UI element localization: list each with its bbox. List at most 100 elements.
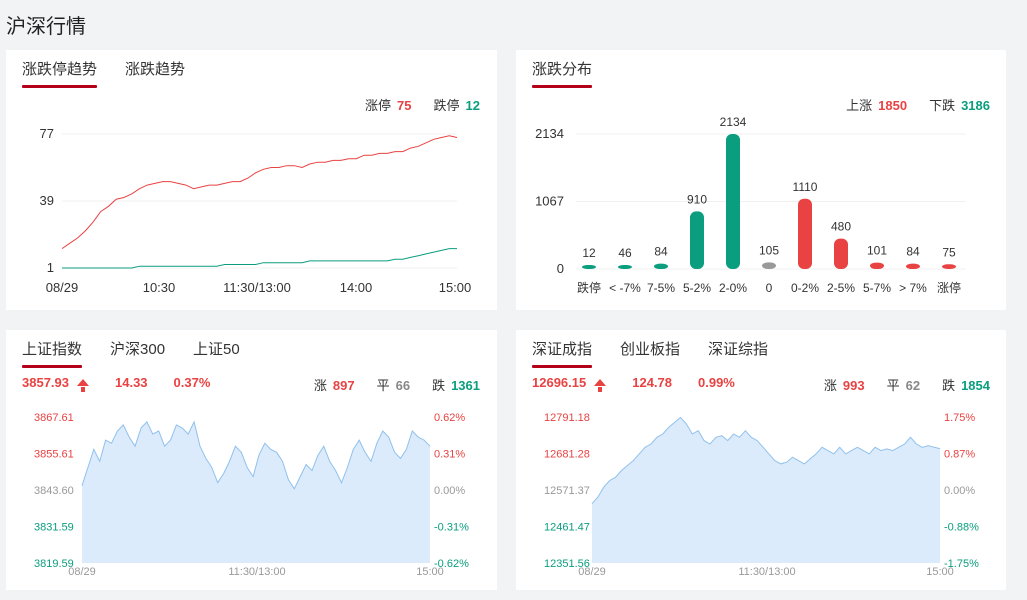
tab-sse50[interactable]: 上证50 bbox=[193, 341, 240, 358]
price-line bbox=[81, 420, 431, 490]
tab-rise-fall-trend[interactable]: 涨跌趋势 bbox=[125, 61, 186, 78]
up-count-value: 1850 bbox=[878, 98, 908, 113]
tab-chinext[interactable]: 创业板指 bbox=[620, 341, 681, 358]
sz-rise-label: 涨 bbox=[823, 378, 837, 393]
y-tick-label: 1067 bbox=[535, 194, 564, 209]
limit-up-value: 75 bbox=[397, 98, 412, 113]
sh-quote: 3857.93 14.33 0.37% bbox=[22, 375, 210, 392]
x-tick-label: 14:00 bbox=[340, 280, 373, 295]
sz-quote: 12696.15 124.78 0.99% bbox=[532, 375, 735, 392]
x-tick-label: 2-5% bbox=[827, 281, 855, 295]
y-tick-label: 3819.59 bbox=[34, 558, 74, 570]
x-tick-label: 08/29 bbox=[578, 566, 606, 578]
sz-fall-label: 跌 bbox=[942, 378, 956, 393]
distribution-panel: 涨跌分布 上涨 1850 下跌 3186 0 1067 2134 12 跌停 46 < -7… bbox=[516, 50, 1006, 310]
sz-flat-label: 平 bbox=[886, 378, 900, 393]
x-tick-label: 11:30/13:00 bbox=[228, 566, 285, 578]
x-tick-label: 15:00 bbox=[926, 566, 954, 578]
x-tick-label: > 7% bbox=[899, 281, 927, 295]
sz-fall-value: 1854 bbox=[961, 378, 990, 393]
sz-breadth: 涨 993 平 62 跌 1854 bbox=[824, 375, 990, 394]
down-count-label: 下跌 bbox=[929, 98, 956, 113]
tab-limit-trend[interactable]: 涨跌停趋势 bbox=[22, 58, 98, 88]
pct-tick-label: -0.88% bbox=[944, 522, 979, 534]
bar-value-label: 75 bbox=[942, 245, 956, 259]
y-tick-label: 39 bbox=[40, 193, 54, 208]
pct-tick-label: 0.00% bbox=[434, 485, 465, 497]
limit-down-series-line bbox=[62, 248, 457, 269]
bar-value-label: 910 bbox=[687, 192, 707, 206]
distribution-bar bbox=[906, 263, 920, 269]
bar-value-label: 84 bbox=[906, 245, 920, 259]
x-tick-label: 0-2% bbox=[791, 281, 819, 295]
tab-sz-component[interactable]: 深证成指 bbox=[532, 338, 593, 368]
distribution-tabs: 涨跌分布 bbox=[532, 58, 593, 88]
x-tick-label: < -7% bbox=[609, 281, 641, 295]
sh-change: 14.33 bbox=[115, 375, 148, 390]
distribution-bar bbox=[690, 211, 704, 269]
tab-sz-composite[interactable]: 深证综指 bbox=[708, 341, 769, 358]
sh-breadth: 涨 897 平 66 跌 1361 bbox=[314, 375, 480, 394]
limit-down-value: 12 bbox=[465, 98, 480, 113]
bar-value-label: 101 bbox=[867, 244, 887, 258]
price-line bbox=[591, 416, 941, 505]
y-tick-label: 3843.60 bbox=[34, 485, 74, 497]
tab-distribution[interactable]: 涨跌分布 bbox=[532, 58, 593, 88]
sz-rise-value: 993 bbox=[842, 378, 865, 393]
sz-change-pct: 0.99% bbox=[698, 375, 735, 390]
pct-tick-label: 0.87% bbox=[944, 449, 975, 461]
x-tick-label: 08/29 bbox=[46, 280, 79, 295]
sz-index-panel: 深证成指 创业板指 深证综指 12696.15 124.78 0.99% 涨 9… bbox=[516, 330, 1006, 590]
up-count-label: 上涨 bbox=[846, 98, 873, 113]
distribution-bar bbox=[834, 238, 848, 269]
tab-sh-composite[interactable]: 上证指数 bbox=[22, 338, 83, 368]
distribution-bar bbox=[618, 265, 632, 269]
down-count-value: 3186 bbox=[961, 98, 990, 113]
sh-index-tabs: 上证指数 沪深300 上证50 bbox=[22, 338, 240, 368]
bar-value-label: 46 bbox=[618, 246, 632, 260]
sz-price: 12696.15 bbox=[532, 375, 587, 390]
tab-csi300[interactable]: 沪深300 bbox=[110, 341, 166, 358]
distribution-bar bbox=[726, 134, 740, 269]
y-tick-label: 12791.18 bbox=[544, 412, 590, 424]
pct-tick-label: -0.31% bbox=[434, 522, 469, 534]
x-tick-label: 7-5% bbox=[647, 281, 675, 295]
y-tick-label: 2134 bbox=[535, 126, 564, 141]
limit-trend-tabs: 涨跌停趋势 涨跌趋势 bbox=[22, 58, 186, 88]
sz-change: 124.78 bbox=[632, 375, 672, 390]
sh-change-pct: 0.37% bbox=[173, 375, 211, 390]
x-tick-label: 11:30/13:00 bbox=[223, 280, 291, 295]
price-area bbox=[82, 421, 430, 563]
arrow-up-icon bbox=[77, 379, 89, 392]
pct-tick-label: -1.75% bbox=[944, 558, 979, 570]
sh-rise-label: 涨 bbox=[313, 378, 327, 393]
x-tick-label: 跌停 bbox=[577, 280, 601, 295]
x-tick-label: 2-0% bbox=[719, 281, 747, 295]
distribution-bar bbox=[798, 198, 812, 269]
y-tick-label: 0 bbox=[557, 261, 564, 276]
limit-down-label: 跌停 bbox=[433, 98, 460, 113]
bar-value-label: 12 bbox=[582, 246, 596, 260]
y-tick-label: 12571.37 bbox=[544, 485, 590, 497]
bar-value-label: 1110 bbox=[793, 180, 818, 194]
sh-index-chart: 3867.61 0.62% 3855.61 0.31% 3843.60 0.00% 3831… bbox=[34, 412, 469, 578]
y-tick-label: 3867.61 bbox=[34, 412, 74, 424]
sh-fall-label: 跌 bbox=[432, 378, 446, 393]
distribution-chart: 0 1067 2134 12 跌停 46 < -7% 84 7-5% 910 5-2% 2134 2-0… bbox=[535, 115, 966, 295]
limit-up-label: 涨停 bbox=[365, 98, 392, 113]
y-tick-label: 12351.56 bbox=[544, 558, 590, 570]
pct-tick-label: -0.62% bbox=[434, 558, 469, 570]
distribution-bar bbox=[582, 265, 596, 269]
price-area bbox=[592, 417, 940, 563]
sh-flat-value: 66 bbox=[395, 378, 411, 393]
y-tick-label: 1 bbox=[47, 260, 54, 275]
x-tick-label: 5-2% bbox=[683, 281, 711, 295]
distribution-bar bbox=[654, 263, 668, 269]
x-tick-label: 0 bbox=[766, 281, 773, 295]
y-tick-label: 12461.47 bbox=[544, 522, 590, 534]
limit-trend-chart: 1 39 77 08/29 10:30 11:30/13:00 14:00 15:00 bbox=[40, 126, 472, 295]
sh-rise-value: 897 bbox=[332, 378, 355, 393]
bar-value-label: 105 bbox=[759, 243, 779, 257]
pct-tick-label: 0.31% bbox=[434, 449, 465, 461]
bar-value-label: 84 bbox=[654, 245, 668, 259]
